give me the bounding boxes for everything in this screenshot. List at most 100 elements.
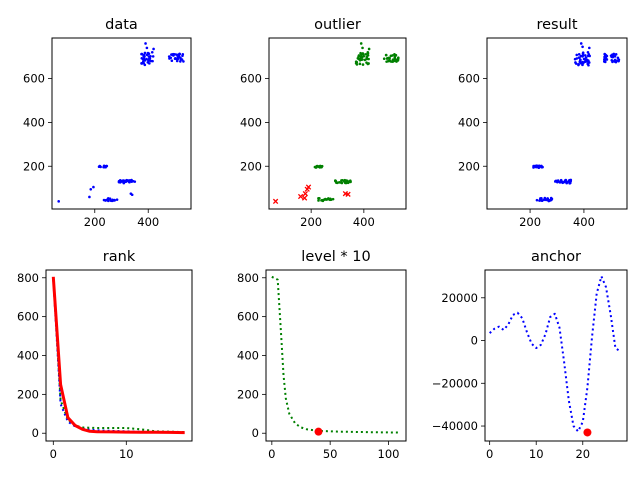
data-point bbox=[359, 58, 363, 61]
data-point bbox=[170, 53, 174, 56]
data-point bbox=[538, 164, 541, 168]
y-tick-label: 400 bbox=[237, 349, 259, 363]
data-point bbox=[391, 54, 394, 57]
data-point bbox=[394, 53, 398, 57]
y-tick-label: 600 bbox=[240, 72, 262, 86]
data-point bbox=[581, 52, 585, 56]
data-point bbox=[140, 52, 143, 56]
data-point bbox=[388, 57, 391, 61]
axes-frame bbox=[268, 37, 407, 210]
panel-level-10: level * 10 0 50 100 0 200 400 600 800 bbox=[237, 249, 407, 461]
data-point bbox=[365, 56, 369, 60]
y-tick-label: 200 bbox=[17, 387, 39, 401]
x-tick-label: 100 bbox=[378, 447, 400, 461]
data-point bbox=[127, 179, 130, 182]
data-point bbox=[568, 181, 572, 185]
x-tick-label: 0 bbox=[50, 447, 57, 461]
x-tick-label: 200 bbox=[519, 215, 541, 229]
y-tick-label: 200 bbox=[237, 387, 259, 401]
data-point bbox=[168, 57, 171, 60]
y-tick-label: 600 bbox=[237, 310, 259, 324]
y-tick-label: 600 bbox=[17, 310, 39, 324]
data-point bbox=[613, 58, 617, 62]
data-point bbox=[89, 187, 93, 191]
data-point bbox=[92, 185, 95, 189]
data-point bbox=[88, 195, 91, 199]
data-point bbox=[144, 42, 147, 45]
data-point bbox=[614, 60, 618, 64]
x-tick-label: 200 bbox=[84, 215, 106, 229]
panel-data: data 200 400 200 400 600 bbox=[23, 17, 192, 229]
data-point bbox=[614, 53, 618, 56]
y-tick-label: 0 bbox=[252, 426, 259, 440]
data-point bbox=[587, 61, 591, 64]
data-point bbox=[581, 55, 584, 58]
x-tick-label: 400 bbox=[573, 215, 595, 229]
data-point bbox=[365, 61, 368, 64]
data-point bbox=[344, 181, 347, 185]
data-point bbox=[104, 198, 108, 202]
data-point bbox=[143, 51, 147, 55]
x-tick-label: 10 bbox=[119, 447, 134, 461]
data-point bbox=[179, 58, 183, 61]
data-point bbox=[359, 42, 363, 45]
data-point bbox=[610, 58, 614, 62]
data-point bbox=[364, 52, 368, 56]
data-point bbox=[585, 58, 589, 62]
y-tick-label: 600 bbox=[23, 72, 45, 86]
data-point bbox=[549, 197, 553, 200]
marker-point bbox=[314, 427, 323, 436]
x-tick-label: 0 bbox=[486, 447, 493, 461]
chart-title: data bbox=[105, 17, 138, 33]
data-point bbox=[361, 63, 365, 66]
data-point bbox=[57, 200, 60, 203]
axes-frame bbox=[484, 269, 628, 442]
data-point bbox=[151, 55, 155, 58]
data-point bbox=[318, 166, 322, 169]
data-point bbox=[586, 54, 590, 58]
data-point bbox=[145, 46, 149, 50]
axes-frame bbox=[265, 269, 407, 442]
data-point bbox=[575, 53, 579, 57]
data-point bbox=[346, 179, 349, 183]
x-tick-label: 10 bbox=[529, 447, 544, 461]
data-point bbox=[324, 198, 328, 201]
data-point bbox=[540, 199, 544, 203]
data-point bbox=[118, 178, 122, 182]
x-tick-label: 400 bbox=[353, 215, 375, 229]
data-point bbox=[105, 164, 109, 168]
data-point bbox=[146, 51, 150, 55]
data-point bbox=[334, 179, 338, 183]
data-point bbox=[150, 50, 154, 54]
data-point bbox=[385, 60, 388, 63]
data-point bbox=[321, 199, 325, 203]
data-point bbox=[142, 61, 146, 65]
data-point bbox=[581, 61, 585, 65]
data-point bbox=[148, 55, 151, 58]
data-point bbox=[178, 52, 182, 56]
data-point bbox=[175, 53, 178, 56]
data-point bbox=[341, 179, 344, 182]
data-point bbox=[148, 59, 151, 62]
data-point bbox=[554, 179, 557, 183]
data-point bbox=[574, 61, 577, 64]
data-point bbox=[181, 54, 184, 58]
data-point bbox=[106, 197, 110, 200]
data-point bbox=[581, 45, 584, 49]
data-point bbox=[587, 63, 590, 67]
data-point bbox=[133, 180, 137, 183]
outlier-point bbox=[301, 195, 308, 201]
data-point bbox=[367, 47, 371, 51]
data-point bbox=[385, 57, 389, 60]
y-tick-label: 200 bbox=[23, 159, 45, 173]
data-point bbox=[175, 59, 179, 63]
x-tick-label: 20 bbox=[575, 447, 590, 461]
y-tick-label: 400 bbox=[17, 349, 39, 363]
y-tick-label: 600 bbox=[458, 72, 480, 86]
data-point bbox=[346, 181, 350, 185]
x-tick-label: 400 bbox=[137, 215, 159, 229]
data-point bbox=[605, 58, 609, 61]
data-point bbox=[582, 57, 586, 61]
y-tick-label: 200 bbox=[458, 159, 480, 173]
data-point bbox=[317, 199, 320, 202]
